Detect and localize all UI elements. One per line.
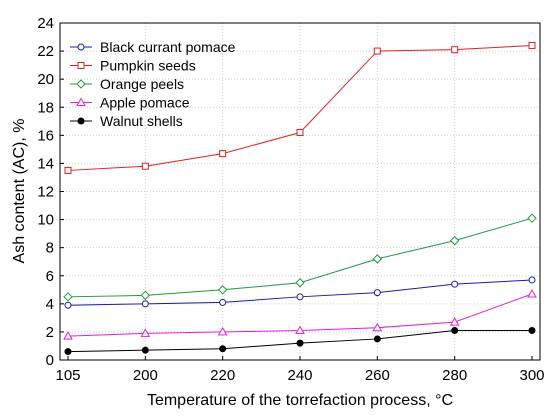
x-tick-label: 240 <box>287 367 312 384</box>
y-tick-label: 16 <box>37 127 54 144</box>
data-point <box>64 348 72 356</box>
data-point <box>451 327 459 335</box>
y-tick-label: 10 <box>37 212 54 229</box>
legend-marker <box>76 79 86 89</box>
y-tick-label: 12 <box>37 184 54 201</box>
data-point <box>373 289 381 297</box>
data-point <box>372 254 383 264</box>
legend-label: Orange peels <box>100 76 184 92</box>
data-point <box>527 213 537 223</box>
data-point <box>64 166 72 174</box>
y-tick-label: 14 <box>37 155 54 172</box>
legend-label: Walnut shells <box>100 113 183 129</box>
y-tick-label: 20 <box>37 71 54 88</box>
x-tick-label: 220 <box>210 367 235 384</box>
y-tick-label: 22 <box>37 43 54 60</box>
x-tick-label: 200 <box>133 367 158 384</box>
x-tick-label: 280 <box>442 367 467 384</box>
x-tick-label: 260 <box>365 367 390 384</box>
data-point <box>451 46 459 54</box>
legend-label: Apple pomace <box>100 95 190 111</box>
y-tick-label: 24 <box>37 15 54 32</box>
series-black-currant-pomace <box>64 276 536 309</box>
data-point <box>219 298 227 306</box>
data-point <box>63 292 73 302</box>
data-point <box>296 293 304 301</box>
data-point <box>140 328 151 337</box>
y-tick-label: 2 <box>46 324 54 341</box>
data-point <box>140 290 151 301</box>
data-point <box>451 280 459 288</box>
y-tick-label: 6 <box>46 268 54 285</box>
data-point <box>219 150 227 158</box>
y-tick-label: 4 <box>46 296 54 313</box>
data-point <box>528 327 536 335</box>
data-point <box>449 235 460 246</box>
y-tick-label: 8 <box>46 240 54 257</box>
series-layer <box>63 41 537 356</box>
data-point <box>296 339 304 347</box>
legend-label: Pumpkin seeds <box>100 58 196 74</box>
legend-item: Orange peels <box>70 76 184 92</box>
data-point <box>372 322 383 332</box>
legend-item: Walnut shells <box>70 113 183 129</box>
legend-marker <box>76 97 86 106</box>
data-point <box>64 301 72 309</box>
legend-label: Black currant pomace <box>100 39 236 55</box>
data-point <box>217 326 228 336</box>
legend: Black currant pomace Pumpkin seeds Orange … <box>70 39 236 129</box>
legend-item: Apple pomace <box>70 95 190 111</box>
data-point <box>296 129 304 137</box>
series-walnut-shells <box>64 327 536 356</box>
x-tick-label: 105 <box>55 367 80 384</box>
y-axis-label: Ash content (AC), % <box>11 119 28 264</box>
data-point <box>141 300 149 308</box>
data-point <box>295 278 305 288</box>
data-point <box>373 47 381 55</box>
data-point <box>219 345 227 353</box>
data-point <box>373 335 381 343</box>
y-tick-label: 0 <box>46 352 54 369</box>
data-point <box>63 331 73 340</box>
legend-item: Pumpkin seeds <box>70 58 196 74</box>
series-apple-pomace <box>63 288 537 340</box>
data-point <box>217 285 228 295</box>
data-point <box>141 162 149 170</box>
legend-marker <box>77 62 85 69</box>
data-point <box>295 325 305 335</box>
legend-marker <box>77 117 85 125</box>
data-point <box>528 276 536 284</box>
data-point <box>449 317 460 326</box>
data-point <box>527 288 537 298</box>
x-axis-label: Temperature of the torrefaction process,… <box>147 392 453 409</box>
data-point <box>141 346 149 354</box>
legend-marker <box>77 43 85 51</box>
gridlines <box>60 23 540 360</box>
data-point <box>528 41 536 49</box>
x-tick-label: 300 <box>519 367 544 384</box>
series-pumpkin-seeds <box>64 41 536 174</box>
series-orange-peels <box>63 213 537 302</box>
legend-item: Black currant pomace <box>70 39 236 55</box>
y-tick-label: 18 <box>37 99 54 116</box>
